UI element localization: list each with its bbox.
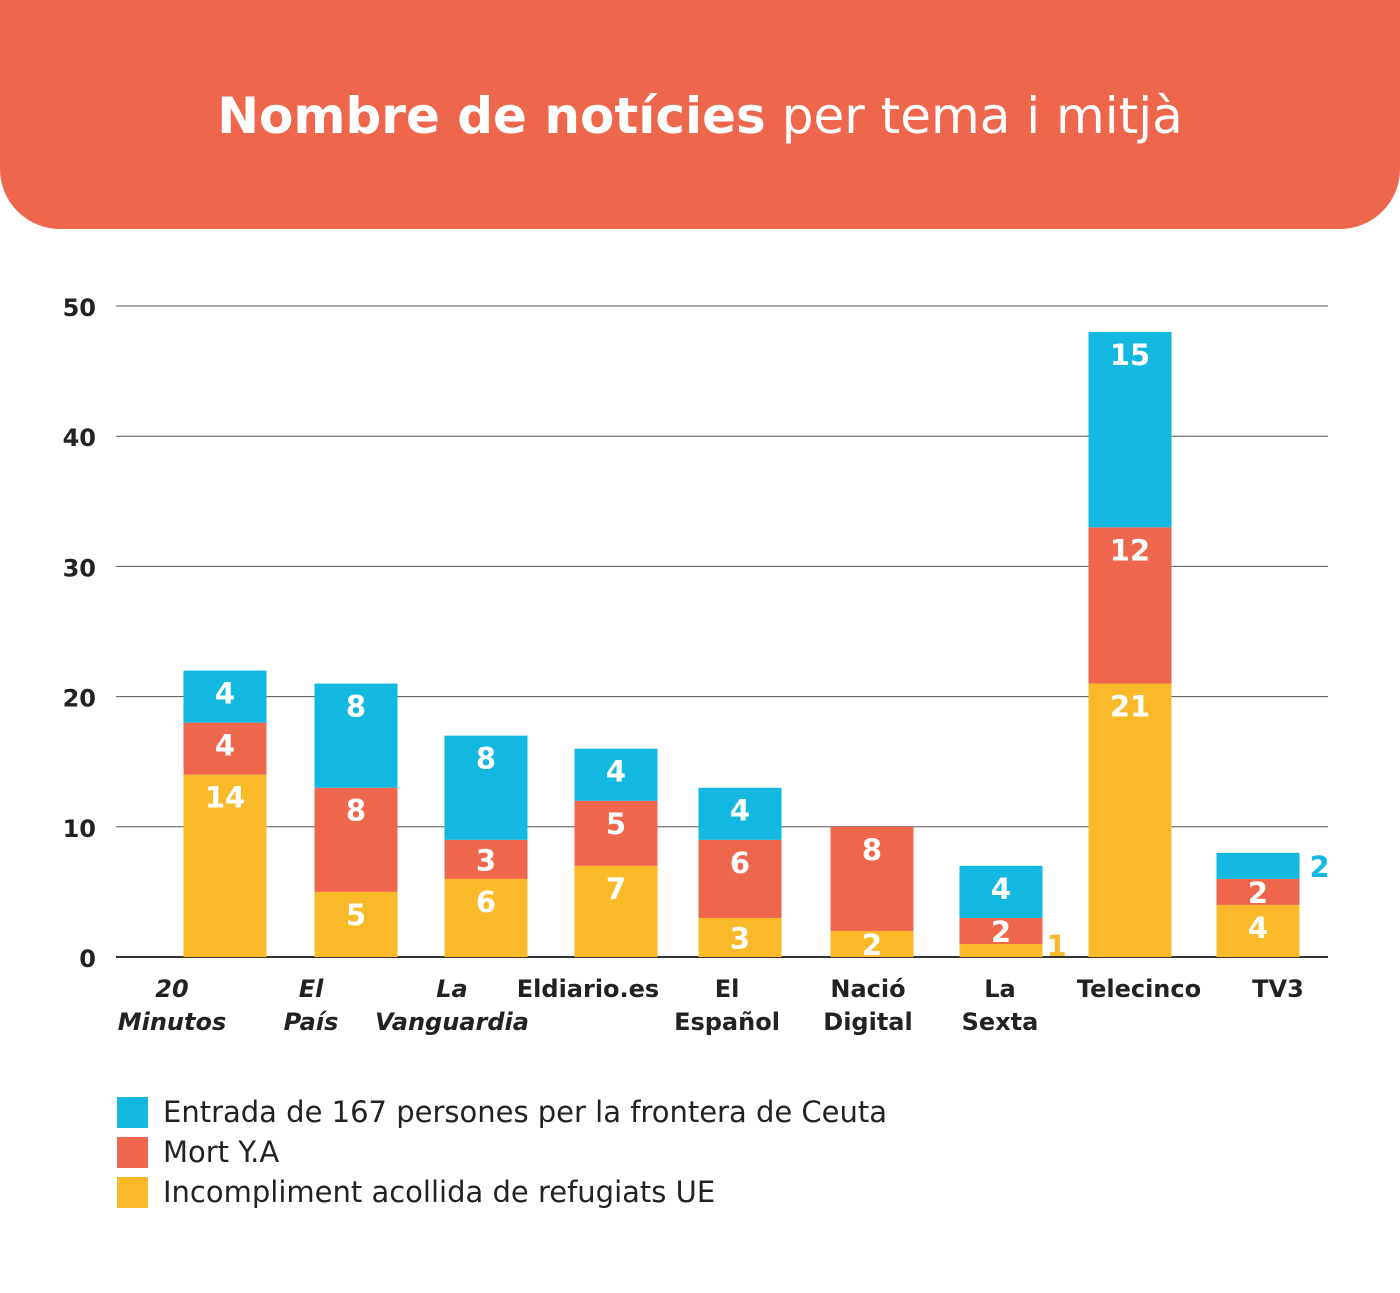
bar-ceuta-3 — [574, 748, 658, 801]
data-label-refugiats-1: 5 — [346, 898, 366, 932]
y-tick-label-20: 20 — [63, 685, 96, 713]
bar-ceuta-0 — [183, 670, 267, 723]
bar-ceuta-2 — [444, 735, 528, 840]
x-tick-label-7-0: Telecinco — [1077, 975, 1201, 1003]
bar-mort-4 — [698, 839, 782, 918]
bar-mort-8 — [1216, 878, 1300, 905]
data-label-refugiats-6: 1 — [1047, 929, 1067, 963]
data-label-mort-6: 2 — [991, 915, 1011, 949]
data-label-ceuta-2: 8 — [476, 742, 496, 776]
data-label-ceuta-0: 4 — [215, 677, 235, 711]
legend-label-refugiats: Incompliment acollida de refugiats UE — [163, 1175, 716, 1209]
x-tick-label-4-0: El — [715, 975, 740, 1003]
x-tick-label-8-0: TV3 — [1252, 975, 1304, 1003]
chart-title: Nombre de notícies per tema i mitjà — [0, 84, 1400, 148]
legend-label-ceuta: Entrada de 167 persones per la frontera … — [163, 1095, 888, 1129]
y-tick-label-10: 10 — [63, 815, 96, 843]
data-label-refugiats-8: 4 — [1248, 911, 1268, 945]
data-label-refugiats-2: 6 — [476, 885, 496, 919]
bar-mort-3 — [574, 800, 658, 866]
bar-refugiats-0 — [183, 774, 267, 957]
data-label-mort-1: 8 — [346, 794, 366, 828]
data-label-refugiats-0: 14 — [205, 781, 245, 815]
bar-mort-2 — [444, 839, 528, 879]
x-tick-label-0-0: 20 — [155, 975, 188, 1003]
y-tick-label-30: 30 — [63, 554, 96, 582]
x-tick-label-1-0: El — [299, 975, 324, 1003]
x-tick-label-5-1: Digital — [823, 1008, 912, 1036]
bar-mort-6 — [959, 917, 1043, 944]
chart-title-light: per tema i mitjà — [781, 87, 1183, 145]
data-label-mort-4: 6 — [730, 846, 750, 880]
x-tick-label-0-1: Minutos — [118, 1008, 227, 1036]
data-label-refugiats-4: 3 — [730, 921, 750, 955]
x-tick-label-4-1: Español — [674, 1008, 780, 1036]
legend-item-mort: Mort Y.A — [117, 1132, 887, 1172]
bar-refugiats-7 — [1088, 683, 1172, 957]
data-label-mort-2: 3 — [476, 843, 496, 877]
legend-swatch-ceuta — [117, 1096, 148, 1128]
data-label-ceuta-8: 2 — [1310, 850, 1330, 884]
bar-ceuta-7 — [1088, 332, 1172, 528]
data-label-mort-0: 4 — [215, 729, 235, 763]
y-tick-label-40: 40 — [63, 424, 96, 452]
bar-ceuta-4 — [698, 787, 782, 840]
x-tick-label-5-0: Nació — [830, 975, 905, 1003]
stacked-bar-chart: 0102030405014445886387543642812421121542… — [63, 294, 1330, 1036]
y-tick-label-50: 50 — [63, 294, 96, 322]
bar-mort-7 — [1088, 527, 1172, 684]
data-label-mort-7: 12 — [1110, 533, 1150, 567]
bar-refugiats-2 — [444, 878, 528, 957]
bar-ceuta-6 — [959, 865, 1043, 918]
legend-item-ceuta: Entrada de 167 persones per la frontera … — [117, 1092, 887, 1132]
x-tick-label-6-0: La — [984, 975, 1016, 1003]
data-label-mort-5: 8 — [862, 833, 882, 867]
bar-refugiats-5 — [830, 930, 914, 957]
legend-label-mort: Mort Y.A — [163, 1135, 280, 1169]
x-tick-label-2-1: Vanguardia — [375, 1008, 529, 1036]
bar-mort-5 — [830, 826, 914, 931]
bar-refugiats-3 — [574, 865, 658, 957]
chart-title-bold: Nombre de notícies — [217, 87, 766, 145]
bar-ceuta-1 — [314, 683, 398, 788]
title-banner: Nombre de notícies per tema i mitjà — [0, 0, 1400, 229]
data-label-mort-8: 2 — [1248, 876, 1268, 910]
data-label-refugiats-3: 7 — [606, 872, 626, 906]
data-label-refugiats-7: 21 — [1110, 690, 1150, 724]
data-label-ceuta-6: 4 — [991, 872, 1011, 906]
legend-swatch-refugiats — [117, 1176, 148, 1208]
bar-refugiats-8 — [1216, 904, 1300, 957]
x-tick-label-2-0: La — [436, 975, 468, 1003]
bar-mort-0 — [183, 722, 267, 775]
x-tick-label-6-1: Sexta — [962, 1008, 1039, 1036]
legend: Entrada de 167 persones per la frontera … — [117, 1092, 887, 1212]
legend-item-refugiats: Incompliment acollida de refugiats UE — [117, 1172, 887, 1212]
data-label-ceuta-4: 4 — [730, 794, 750, 828]
data-label-refugiats-5: 2 — [862, 928, 882, 962]
x-tick-label-1-1: País — [284, 1008, 339, 1036]
bar-refugiats-6 — [959, 943, 1043, 957]
bar-ceuta-8 — [1216, 852, 1300, 879]
data-label-ceuta-7: 15 — [1110, 338, 1150, 372]
x-tick-label-3-0: Eldiario.es — [517, 975, 659, 1003]
data-label-mort-3: 5 — [606, 807, 626, 841]
data-label-ceuta-3: 4 — [606, 755, 626, 789]
legend-swatch-mort — [117, 1136, 148, 1168]
y-tick-label-0: 0 — [79, 945, 96, 973]
bar-refugiats-4 — [698, 917, 782, 957]
bar-refugiats-1 — [314, 891, 398, 957]
bar-mort-1 — [314, 787, 398, 892]
data-label-ceuta-1: 8 — [346, 690, 366, 724]
